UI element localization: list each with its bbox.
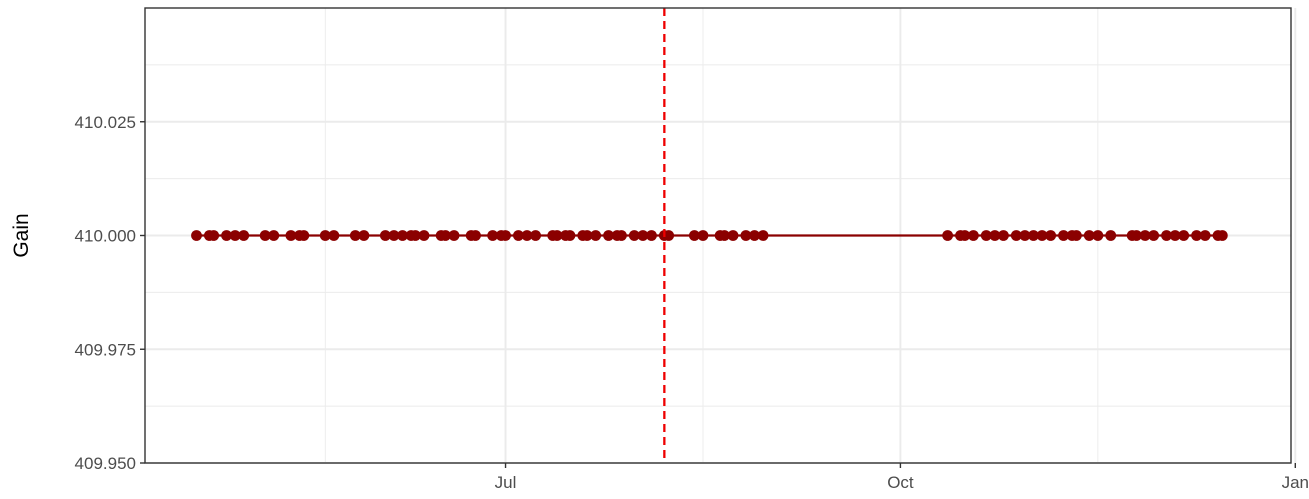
data-point [637, 230, 649, 241]
data-point [1036, 230, 1048, 241]
data-point [663, 230, 675, 241]
data-point [1169, 230, 1181, 241]
data-point [1083, 230, 1095, 241]
data-point [1139, 230, 1151, 241]
data-point [440, 230, 451, 241]
data-point [221, 230, 232, 241]
data-point [208, 230, 220, 241]
y-tick-label: 409.975 [75, 340, 136, 359]
data-point [581, 230, 593, 241]
axes: 409.950 409.975 410.000 410.025 Jul Oct Jan [75, 113, 1309, 492]
x-tick-label: Jul [495, 473, 517, 492]
data-point [298, 230, 310, 241]
data-point [590, 230, 602, 241]
y-axis-title: Gain [10, 213, 33, 257]
data-point [646, 230, 657, 241]
data-point [1199, 230, 1211, 241]
data-point [1070, 230, 1082, 241]
data-point [1178, 230, 1190, 241]
y-tick-label: 410.025 [75, 113, 136, 132]
data-point [1191, 230, 1202, 241]
data-point [319, 230, 331, 241]
data-point [564, 230, 576, 241]
data-point [358, 230, 370, 241]
data-point [285, 230, 297, 241]
data-point [349, 230, 361, 241]
data-point [749, 230, 760, 241]
data-point [942, 230, 954, 241]
data-point [603, 230, 614, 241]
data-point [688, 230, 700, 241]
data-point [1105, 230, 1117, 241]
data-point [530, 230, 541, 241]
data-point [959, 230, 971, 241]
data-point [980, 230, 992, 241]
data-point [1019, 230, 1031, 241]
data-point [191, 230, 202, 241]
data-point [1028, 230, 1039, 241]
data-point [268, 230, 280, 241]
data-point [1161, 230, 1172, 241]
data-point [616, 230, 627, 241]
data-point [259, 230, 271, 241]
data-point [238, 230, 250, 241]
data-point [551, 230, 563, 241]
data-point [727, 230, 739, 241]
data-point [328, 230, 340, 241]
data-layer [191, 8, 1228, 463]
data-point [410, 230, 421, 241]
data-point [1010, 230, 1022, 241]
x-tick-label: Oct [887, 473, 914, 492]
data-point [1045, 230, 1057, 241]
data-point [500, 230, 511, 241]
data-point [697, 230, 709, 241]
data-point [229, 230, 241, 241]
data-point [757, 230, 769, 241]
data-point [628, 230, 640, 241]
data-point [740, 230, 752, 241]
data-point [1148, 230, 1160, 241]
data-point [1092, 230, 1104, 241]
x-tick-label: Jan [1282, 473, 1309, 492]
data-point [1216, 230, 1228, 241]
data-point [998, 230, 1009, 241]
data-point [448, 230, 460, 241]
data-point [418, 230, 430, 241]
data-point [521, 230, 533, 241]
data-point [1131, 230, 1142, 241]
data-point [989, 230, 1001, 241]
y-tick-label: 409.950 [75, 454, 136, 473]
data-point [719, 230, 730, 241]
y-tick-label: 410.000 [75, 227, 136, 246]
data-point [388, 230, 400, 241]
data-point [967, 230, 979, 241]
data-point [470, 230, 481, 241]
data-point [513, 230, 524, 241]
data-point [487, 230, 499, 241]
data-point [397, 230, 408, 241]
data-point [1058, 230, 1069, 241]
data-point [379, 230, 391, 241]
